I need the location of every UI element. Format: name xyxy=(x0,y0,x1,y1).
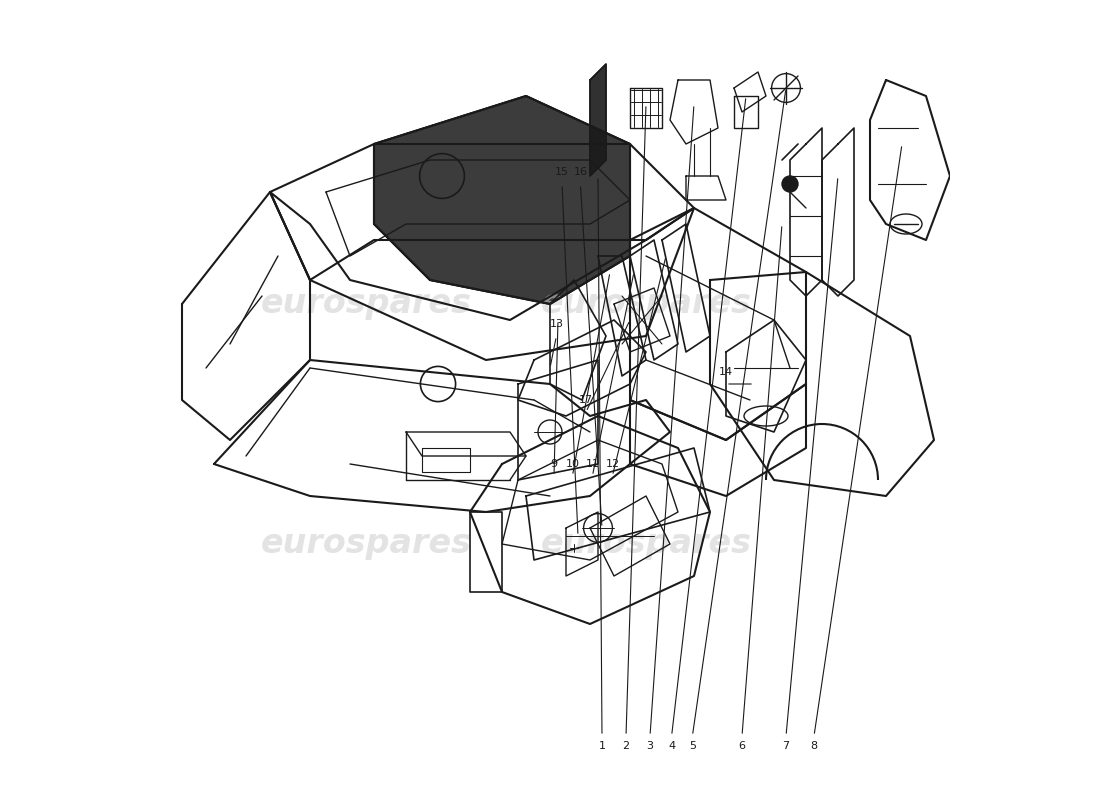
Text: 2: 2 xyxy=(623,741,629,750)
Text: 12: 12 xyxy=(605,459,619,469)
Text: 9: 9 xyxy=(550,459,558,469)
Text: eurospares: eurospares xyxy=(261,287,472,321)
Text: 1: 1 xyxy=(598,741,605,750)
Text: 7: 7 xyxy=(782,741,790,750)
Text: 8: 8 xyxy=(811,741,817,750)
Text: 14: 14 xyxy=(719,367,733,377)
Circle shape xyxy=(782,176,797,192)
Text: eurospares: eurospares xyxy=(261,527,472,561)
Polygon shape xyxy=(374,96,630,304)
Text: 5: 5 xyxy=(689,741,696,750)
Text: eurospares: eurospares xyxy=(540,527,751,561)
Text: 15: 15 xyxy=(556,167,569,177)
Text: 16: 16 xyxy=(573,167,587,177)
Text: 6: 6 xyxy=(738,741,746,750)
Text: 13: 13 xyxy=(549,319,563,329)
Text: 10: 10 xyxy=(565,459,580,469)
Text: 4: 4 xyxy=(668,741,675,750)
Text: eurospares: eurospares xyxy=(540,287,751,321)
Text: 11: 11 xyxy=(585,459,600,469)
Polygon shape xyxy=(590,64,606,176)
Text: 17: 17 xyxy=(579,395,593,405)
Text: 3: 3 xyxy=(647,741,653,750)
